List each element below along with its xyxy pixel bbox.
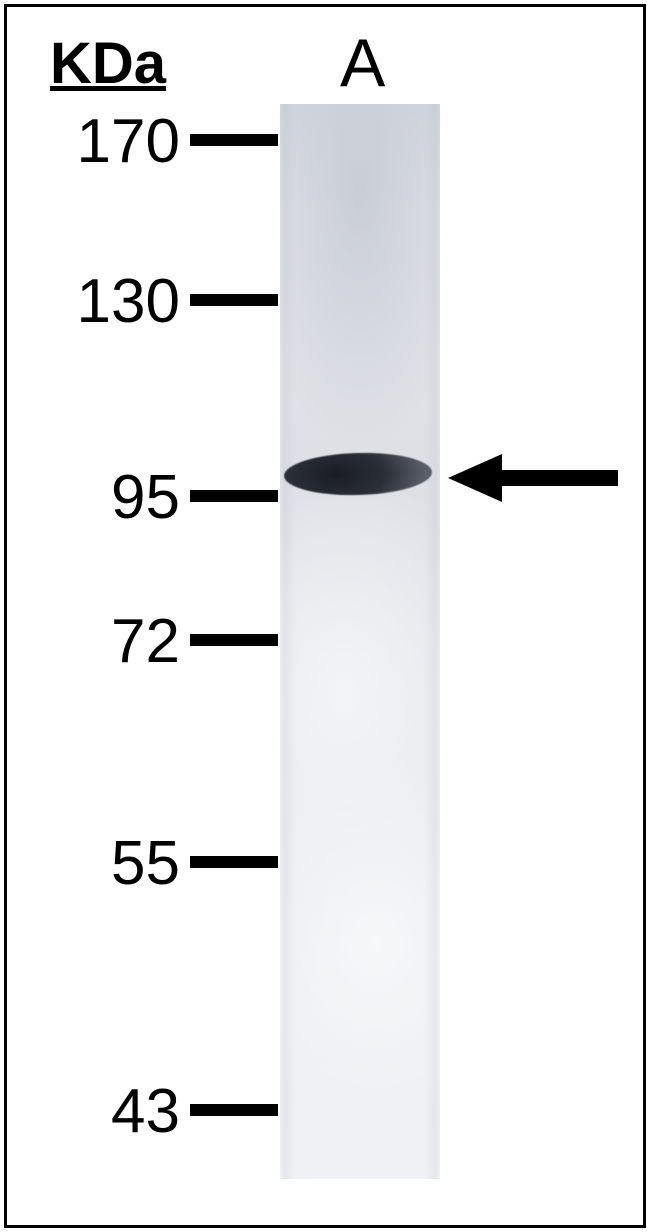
ladder-label-55: 55 (111, 828, 180, 899)
blot-lane-background (280, 104, 440, 1179)
ladder-tick-95 (190, 490, 278, 502)
ladder-label-72: 72 (111, 606, 180, 677)
ladder-tick-130 (190, 294, 278, 306)
ladder-tick-43 (190, 1104, 278, 1116)
band-indicator-arrow (448, 454, 618, 502)
ladder-tick-170 (190, 134, 278, 146)
ladder-label-95: 95 (111, 462, 180, 533)
ladder-label-170: 170 (77, 106, 180, 177)
ladder-tick-72 (190, 634, 278, 646)
blot-lane-strip (280, 104, 440, 1179)
unit-label-kda: KDa (50, 30, 166, 97)
ladder-label-43: 43 (111, 1076, 180, 1147)
ladder-tick-55 (190, 856, 278, 868)
arrow-left-icon (448, 454, 618, 502)
ladder-label-130: 130 (77, 266, 180, 337)
lane-header-a: A (340, 24, 385, 102)
